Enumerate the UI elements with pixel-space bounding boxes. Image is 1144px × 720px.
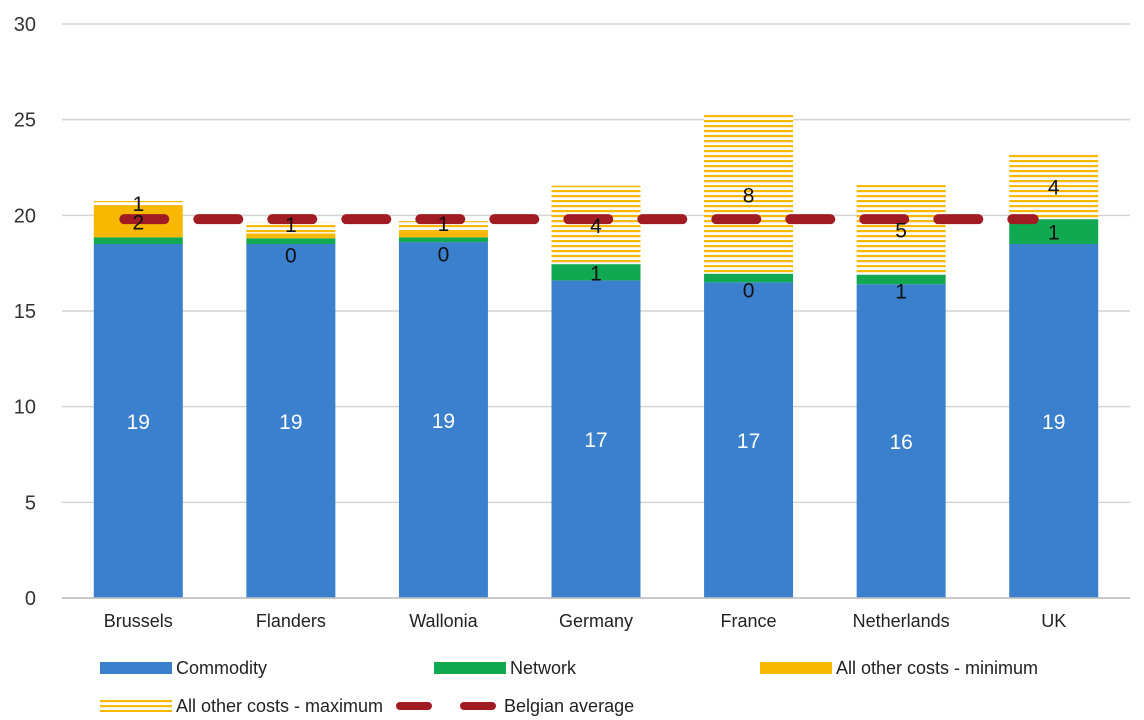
legend-swatch xyxy=(760,662,832,674)
category-label: Netherlands xyxy=(853,611,950,631)
y-tick-label: 20 xyxy=(14,205,36,227)
bar-segment xyxy=(856,274,946,285)
data-label: 4 xyxy=(1048,177,1060,200)
bars xyxy=(93,114,1099,599)
y-tick-label: 10 xyxy=(14,397,36,419)
legend-swatch xyxy=(100,662,172,674)
bar-segment xyxy=(551,280,641,598)
bar-segment xyxy=(1009,244,1099,599)
bar-segment xyxy=(93,244,183,599)
data-label: 1 xyxy=(895,281,907,304)
bar-segment xyxy=(704,282,794,598)
data-label: 1 xyxy=(590,262,602,285)
x-axis: Brussels Flanders Wallonia Germany France Net… xyxy=(62,597,1130,631)
bar-segment xyxy=(246,233,336,239)
bar-segment xyxy=(93,237,183,245)
legend-label: All other costs - maximum xyxy=(176,696,383,716)
data-label: 1 xyxy=(285,214,297,237)
bar-segment xyxy=(704,114,794,274)
bar-segment xyxy=(551,264,641,281)
legend-swatch xyxy=(100,700,172,712)
legend-swatch xyxy=(434,662,506,674)
y-tick-label: 30 xyxy=(14,14,36,36)
legend-label: All other costs - minimum xyxy=(836,658,1038,678)
y-axis: 0 5 10 15 20 25 30 xyxy=(14,14,36,610)
bar-segment xyxy=(856,284,946,598)
bar-segment xyxy=(398,221,488,232)
category-label: France xyxy=(721,611,777,631)
bar-segment xyxy=(856,184,946,275)
bar-segment xyxy=(246,222,336,234)
bar-segment xyxy=(93,200,183,206)
data-label: 16 xyxy=(889,431,912,454)
data-label: 8 xyxy=(743,184,755,207)
bar-segment xyxy=(246,238,336,245)
data-label: 0 xyxy=(438,243,450,266)
data-label: 19 xyxy=(432,410,455,433)
data-label: 19 xyxy=(127,411,150,434)
legend-label: Network xyxy=(510,658,577,678)
category-label: Flanders xyxy=(256,611,326,631)
bar-segment xyxy=(398,242,488,598)
bar-segment xyxy=(1009,154,1099,220)
data-label: 17 xyxy=(584,429,607,452)
data-label: 2 xyxy=(132,212,144,235)
data-label: 17 xyxy=(737,430,760,453)
y-tick-label: 15 xyxy=(14,301,36,323)
legend-label: Belgian average xyxy=(504,696,634,716)
category-label: Brussels xyxy=(104,611,173,631)
data-label: 19 xyxy=(1042,411,1065,434)
data-label: 1 xyxy=(1048,222,1060,245)
bar-segment xyxy=(398,231,488,238)
bar-segment xyxy=(551,185,641,265)
data-label: 1 xyxy=(132,193,144,216)
category-label: Wallonia xyxy=(409,611,478,631)
bar-segment xyxy=(704,273,794,283)
category-label: UK xyxy=(1041,611,1066,631)
y-tick-label: 0 xyxy=(25,588,36,610)
data-label: 19 xyxy=(279,411,302,434)
y-tick-label: 25 xyxy=(14,110,36,132)
data-label: 4 xyxy=(590,215,602,238)
data-label: 5 xyxy=(895,220,907,243)
bar-segment xyxy=(246,244,336,599)
y-tick-label: 5 xyxy=(25,492,36,514)
legend: Commodity Network All other costs - minimu… xyxy=(100,658,1038,716)
data-label: 0 xyxy=(743,280,755,303)
legend-label: Commodity xyxy=(176,658,267,678)
bar-segment xyxy=(398,237,488,243)
category-label: Germany xyxy=(559,611,633,631)
data-label: 1 xyxy=(438,213,450,236)
data-label: 0 xyxy=(285,244,297,267)
